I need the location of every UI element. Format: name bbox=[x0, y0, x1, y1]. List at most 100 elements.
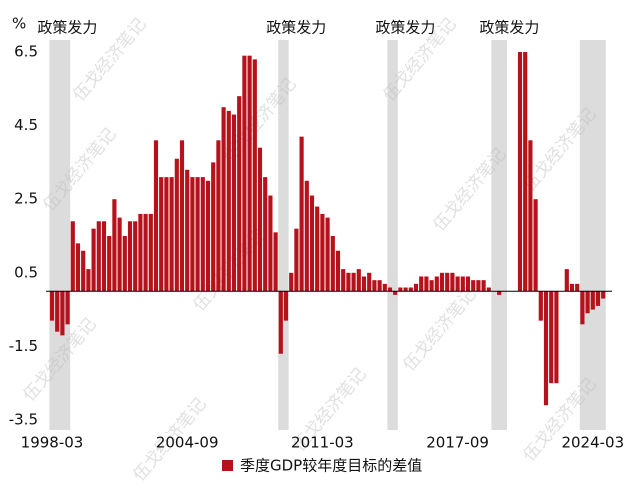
bar bbox=[107, 236, 112, 292]
bar bbox=[60, 291, 65, 336]
bar bbox=[179, 140, 185, 292]
bar bbox=[497, 291, 502, 295]
bar bbox=[398, 287, 403, 292]
y-tick-label: 4.5 bbox=[14, 116, 38, 134]
bar bbox=[247, 55, 252, 292]
bar bbox=[486, 287, 491, 292]
bar bbox=[153, 140, 159, 292]
bar bbox=[174, 158, 179, 292]
policy-label: 政策发力 bbox=[479, 19, 539, 37]
bar bbox=[439, 272, 445, 292]
x-tick-label: 2017-09 bbox=[426, 434, 489, 452]
bar bbox=[127, 221, 133, 292]
bar bbox=[216, 140, 221, 292]
bar bbox=[361, 276, 367, 292]
bar bbox=[429, 280, 434, 292]
bar bbox=[117, 217, 122, 292]
bar bbox=[96, 221, 101, 292]
bar bbox=[517, 52, 523, 292]
bar bbox=[335, 250, 341, 292]
bar bbox=[200, 177, 205, 292]
bar bbox=[351, 272, 356, 292]
bar bbox=[101, 221, 107, 292]
y-tick-label: 2.5 bbox=[14, 190, 38, 208]
bar bbox=[205, 180, 211, 292]
bar bbox=[257, 147, 263, 292]
bar bbox=[231, 114, 237, 292]
bar bbox=[465, 276, 471, 292]
bar bbox=[382, 283, 387, 292]
bar bbox=[554, 291, 559, 384]
bar bbox=[159, 177, 164, 292]
bar bbox=[564, 269, 569, 292]
bar bbox=[237, 96, 242, 292]
x-tick-label: 2004-09 bbox=[156, 434, 219, 452]
y-tick-label: 0.5 bbox=[14, 263, 38, 281]
bar bbox=[273, 232, 278, 292]
bar bbox=[143, 213, 148, 292]
bar bbox=[185, 169, 190, 292]
bar bbox=[315, 206, 320, 292]
policy-shade bbox=[49, 40, 71, 430]
bar bbox=[372, 280, 377, 292]
bar bbox=[75, 243, 81, 292]
bar bbox=[81, 250, 86, 292]
bar bbox=[367, 272, 372, 292]
bar bbox=[65, 291, 70, 325]
bar bbox=[268, 195, 273, 292]
bar bbox=[49, 291, 55, 321]
legend-swatch bbox=[222, 460, 233, 471]
policy-label: 政策发力 bbox=[375, 19, 435, 37]
bar bbox=[91, 228, 96, 292]
bar bbox=[575, 283, 580, 292]
x-tick-label: 2011-03 bbox=[291, 434, 354, 452]
bar bbox=[346, 272, 351, 292]
bar bbox=[169, 177, 174, 292]
y-tick-label: 6.5 bbox=[14, 43, 38, 61]
policy-shade bbox=[278, 40, 289, 430]
bar bbox=[424, 276, 429, 292]
bar bbox=[590, 291, 595, 310]
x-tick-label: 2024-03 bbox=[561, 434, 624, 452]
bar bbox=[55, 291, 60, 332]
bar bbox=[195, 177, 200, 292]
bar bbox=[190, 177, 195, 292]
bar bbox=[569, 283, 575, 292]
bar bbox=[538, 291, 543, 321]
bar bbox=[460, 276, 465, 292]
bar bbox=[393, 291, 398, 295]
watermark: 伍戈经济笔记 bbox=[400, 285, 481, 376]
policy-shade bbox=[491, 40, 507, 430]
bar bbox=[309, 195, 315, 292]
bar bbox=[211, 162, 216, 292]
bar bbox=[523, 52, 528, 292]
bar bbox=[133, 221, 138, 292]
bar bbox=[549, 291, 554, 384]
bar bbox=[413, 283, 419, 292]
bar bbox=[70, 221, 75, 292]
bar bbox=[122, 236, 127, 292]
bar bbox=[408, 287, 413, 292]
bar bbox=[325, 217, 330, 292]
bar bbox=[481, 280, 486, 292]
y-tick-label: -1.5 bbox=[9, 337, 38, 355]
bar bbox=[226, 110, 231, 292]
bar bbox=[221, 107, 226, 292]
bar bbox=[455, 276, 460, 292]
bar bbox=[419, 276, 424, 292]
bar bbox=[86, 269, 91, 292]
bar bbox=[289, 272, 294, 292]
bar bbox=[242, 55, 247, 292]
bar bbox=[445, 272, 450, 292]
bar bbox=[299, 136, 304, 292]
legend-label: 季度GDP较年度目标的差值 bbox=[240, 457, 422, 475]
bar bbox=[283, 291, 289, 321]
bar bbox=[377, 280, 382, 292]
bar bbox=[585, 291, 590, 314]
policy-label: 政策发力 bbox=[37, 19, 97, 37]
bar bbox=[580, 291, 585, 325]
bar bbox=[320, 213, 325, 292]
bar bbox=[595, 291, 601, 306]
bar bbox=[533, 199, 538, 292]
